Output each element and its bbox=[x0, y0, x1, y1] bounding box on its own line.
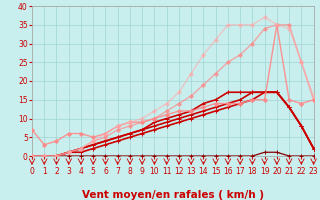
X-axis label: Vent moyen/en rafales ( km/h ): Vent moyen/en rafales ( km/h ) bbox=[82, 190, 264, 200]
